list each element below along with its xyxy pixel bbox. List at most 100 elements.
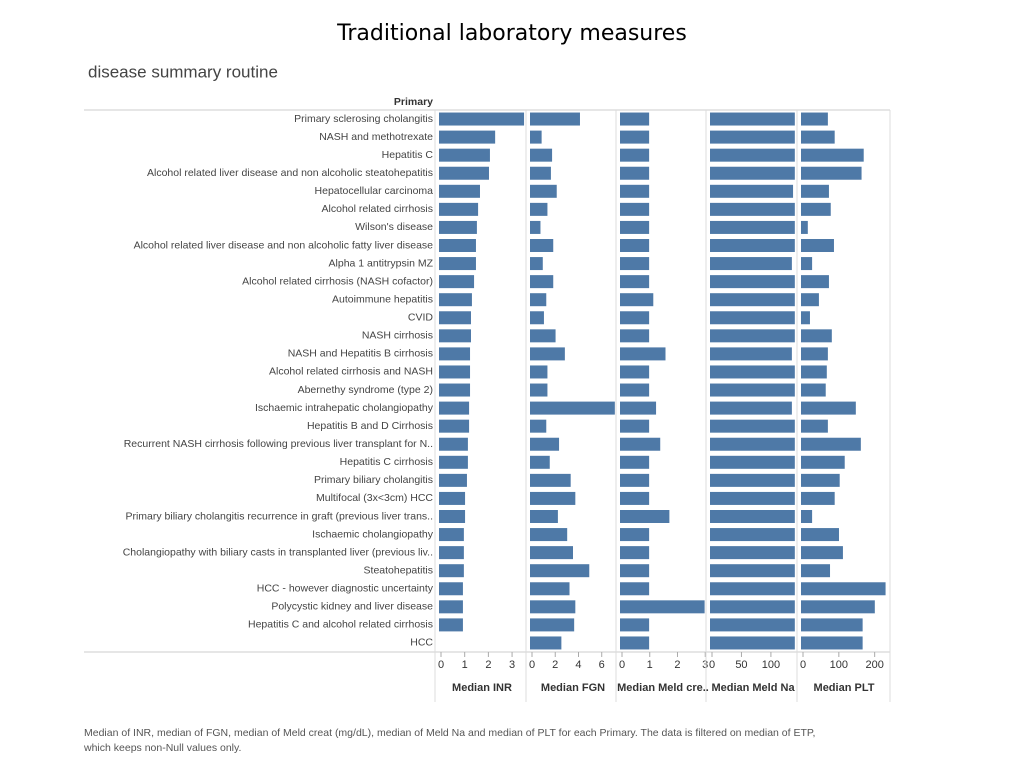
bar (801, 148, 864, 162)
caption: which keeps non-Null values only. (83, 742, 241, 754)
bar (620, 293, 654, 307)
bar (439, 220, 477, 234)
bar (620, 275, 650, 289)
bar (620, 112, 650, 126)
bar (530, 437, 560, 451)
bar (530, 257, 543, 271)
bar (710, 365, 795, 379)
x-tick-label: 100 (830, 659, 848, 671)
bar (801, 455, 845, 469)
bar (439, 166, 489, 180)
category-label: CVID (408, 312, 434, 324)
bar (710, 582, 795, 596)
bar (439, 455, 468, 469)
category-label: Alcohol related liver disease and non al… (134, 239, 434, 251)
axis-title: Median FGN (541, 682, 605, 694)
bar (801, 202, 831, 216)
bar (620, 564, 650, 578)
bar (530, 311, 544, 325)
bar (710, 184, 794, 198)
bar (439, 618, 463, 632)
bar (801, 618, 863, 632)
x-tick-label: 6 (599, 659, 605, 671)
bar (801, 275, 829, 289)
bar (801, 257, 813, 271)
x-tick-label: 0 (438, 659, 444, 671)
bar (620, 437, 661, 451)
bar (439, 600, 463, 614)
bar (439, 293, 472, 307)
category-label: Ischaemic cholangiopathy (312, 528, 434, 540)
bar (439, 383, 471, 397)
bar (710, 600, 795, 614)
bar (530, 239, 554, 252)
category-label: Hepatocellular carcinoma (315, 185, 434, 197)
x-tick-label: 2 (674, 659, 680, 671)
bar (620, 257, 650, 271)
chart-subtitle: disease summary routine (88, 62, 278, 81)
bar (620, 600, 705, 614)
bar (620, 202, 650, 216)
bar (439, 528, 464, 542)
bar (801, 546, 843, 560)
bar (439, 239, 476, 252)
bar (710, 293, 795, 307)
bar (439, 564, 464, 578)
bar (710, 546, 795, 560)
bar (620, 636, 650, 650)
x-tick-label: 1 (462, 659, 468, 671)
bar (620, 383, 650, 397)
x-tick-label: 2 (485, 659, 491, 671)
x-tick-label: 0 (529, 659, 535, 671)
x-tick-label: 100 (762, 659, 780, 671)
bar (530, 528, 568, 542)
bar (439, 148, 490, 162)
bar (620, 166, 650, 180)
category-label: Hepatitis C (382, 149, 434, 161)
bar (530, 220, 541, 234)
bar (620, 239, 650, 252)
bar (620, 401, 657, 415)
bar (710, 528, 795, 542)
bar (801, 491, 835, 505)
category-label: HCC (410, 637, 433, 649)
category-label: Primary biliary cholangitis recurrence i… (125, 510, 433, 522)
x-tick-label: 0 (800, 659, 806, 671)
bar (801, 564, 831, 578)
bar (801, 239, 834, 252)
bar (710, 112, 795, 126)
bar (530, 166, 551, 180)
x-tick-label: 3 (702, 659, 708, 671)
bar (620, 582, 650, 596)
bar (530, 401, 615, 415)
bar (620, 365, 650, 379)
bar (620, 473, 650, 487)
bar (710, 618, 795, 632)
bar (439, 329, 471, 343)
bar (530, 347, 565, 361)
category-label: Hepatitis C and alcohol related cirrhosi… (248, 619, 433, 631)
bar (530, 383, 548, 397)
category-label: Alcohol related liver disease and non al… (147, 167, 433, 179)
bar (439, 365, 471, 379)
axis-title: Median Meld Na (711, 682, 795, 694)
x-tick-label: 3 (509, 659, 515, 671)
bar (620, 510, 670, 523)
axis-title: Median Meld cre.. (617, 682, 709, 694)
x-tick-label: 4 (575, 659, 581, 671)
bar (801, 383, 826, 397)
category-label: Primary sclerosing cholangitis (294, 113, 433, 125)
bar (439, 275, 475, 289)
category-label: Hepatitis B and D Cirrhosis (307, 420, 433, 432)
bar (530, 112, 580, 126)
chart-title: Traditional laboratory measures (336, 21, 687, 46)
caption: Median of INR, median of FGN, median of … (84, 727, 815, 739)
bar (801, 311, 810, 325)
bar (439, 419, 470, 433)
category-label: Alcohol related cirrhosis and NASH (269, 366, 433, 378)
x-tick-label: 0 (709, 659, 715, 671)
bar (620, 618, 650, 632)
bar (710, 148, 795, 162)
bar (710, 202, 795, 216)
